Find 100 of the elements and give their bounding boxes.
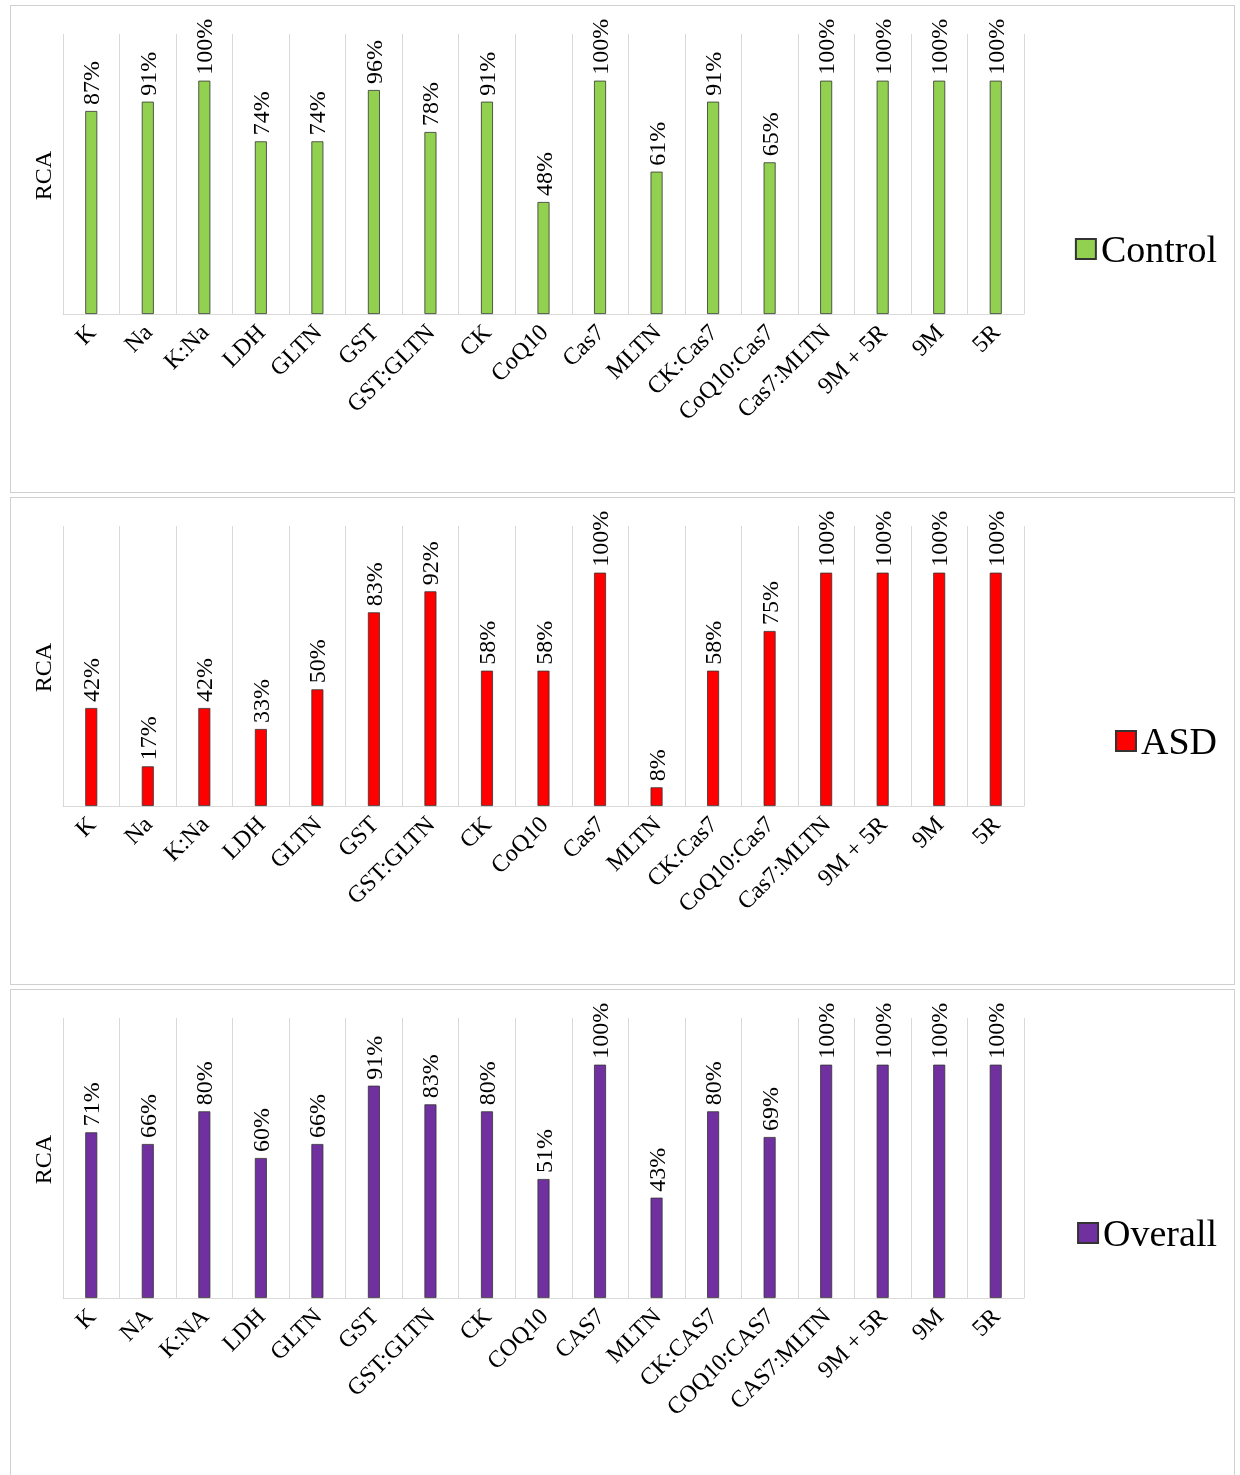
bar <box>424 132 437 314</box>
data-label: 42% <box>78 658 105 702</box>
data-label: 42% <box>191 658 218 702</box>
data-label: 96% <box>360 40 387 84</box>
data-label: 100% <box>587 510 614 567</box>
bar <box>820 1064 833 1298</box>
bar <box>254 1158 267 1298</box>
bar <box>311 141 324 314</box>
bar <box>707 101 720 314</box>
bar <box>933 572 946 806</box>
data-label: 100% <box>813 18 840 75</box>
data-label: 92% <box>417 541 444 586</box>
data-label: 100% <box>869 18 896 75</box>
bar <box>763 162 776 314</box>
bar <box>141 766 154 806</box>
bar <box>820 572 833 806</box>
data-label: 100% <box>926 1002 953 1059</box>
bar <box>424 1104 437 1298</box>
data-label: 50% <box>304 639 331 684</box>
x-tick-label: 9M <box>906 1302 949 1345</box>
data-label: 71% <box>78 1082 105 1127</box>
data-label: 91% <box>360 1035 387 1080</box>
x-tick-label: K <box>69 318 101 350</box>
x-tick-label: K <box>69 810 101 842</box>
data-label: 48% <box>530 152 557 196</box>
data-label: 100% <box>926 18 953 75</box>
legend-label: ASD <box>1140 720 1218 762</box>
bar <box>537 1179 550 1298</box>
data-label: 83% <box>360 562 387 607</box>
bar <box>537 202 550 314</box>
bar <box>933 80 946 314</box>
data-label: 100% <box>813 1002 840 1059</box>
data-label: 83% <box>417 1054 444 1099</box>
bar <box>989 1064 1002 1298</box>
data-label: 66% <box>134 1094 161 1138</box>
bar <box>876 80 889 314</box>
bar <box>85 111 98 314</box>
data-label: 100% <box>587 18 614 75</box>
data-label: 100% <box>869 1002 896 1059</box>
data-label: 58% <box>530 620 557 665</box>
x-tick-label: CK <box>454 318 497 361</box>
bar <box>707 670 720 806</box>
data-label: 61% <box>643 121 670 166</box>
bar <box>876 1064 889 1298</box>
bar <box>876 572 889 806</box>
bar <box>367 612 380 806</box>
x-tick-label: 9M <box>906 318 949 361</box>
bar <box>650 787 663 806</box>
bar <box>594 80 607 314</box>
bar <box>763 1137 776 1298</box>
data-label: 58% <box>700 620 727 665</box>
bar <box>537 670 550 806</box>
bar <box>989 80 1002 314</box>
bar <box>367 90 380 314</box>
data-label: 100% <box>926 510 953 567</box>
data-label: 100% <box>982 1002 1009 1059</box>
bar <box>311 1144 324 1298</box>
data-label: 100% <box>587 1002 614 1059</box>
data-label: 100% <box>813 510 840 567</box>
data-label: 91% <box>700 51 727 96</box>
bar <box>141 1144 154 1298</box>
data-label: 74% <box>304 91 331 136</box>
data-label: 100% <box>191 18 218 75</box>
data-label: 66% <box>304 1094 331 1138</box>
data-label: 80% <box>700 1061 727 1106</box>
data-label: 33% <box>247 679 274 723</box>
x-tick-label: K <box>69 1302 101 1334</box>
data-label: 51% <box>530 1129 557 1173</box>
x-tick-label: 9M <box>906 810 949 853</box>
bar <box>594 1064 607 1298</box>
bar <box>650 1197 663 1298</box>
bar <box>198 708 211 806</box>
bar <box>650 171 663 314</box>
bar <box>311 689 324 806</box>
x-tick-label: 5R <box>966 318 1005 357</box>
bar <box>480 670 493 806</box>
x-tick-label: 5R <box>966 1302 1005 1341</box>
bar <box>198 1111 211 1298</box>
bar <box>367 1085 380 1298</box>
bar <box>480 101 493 314</box>
data-label: 80% <box>191 1061 218 1106</box>
bar <box>820 80 833 314</box>
bar <box>424 591 437 806</box>
data-label: 58% <box>473 620 500 665</box>
data-label: 80% <box>473 1061 500 1106</box>
data-label: 87% <box>78 61 105 105</box>
bar <box>594 572 607 806</box>
legend-label: Overall <box>1103 1212 1218 1254</box>
bar <box>480 1111 493 1298</box>
data-label: 100% <box>982 510 1009 567</box>
bar <box>707 1111 720 1298</box>
data-label: 65% <box>756 112 783 157</box>
data-label: 78% <box>417 82 444 126</box>
data-label: 69% <box>756 1087 783 1131</box>
y-axis-title: RCA <box>30 642 56 693</box>
bar <box>933 1064 946 1298</box>
data-label: 43% <box>643 1147 670 1192</box>
data-label: 100% <box>869 510 896 567</box>
x-tick-label: Na <box>118 318 158 357</box>
x-tick-label: Na <box>118 810 158 849</box>
